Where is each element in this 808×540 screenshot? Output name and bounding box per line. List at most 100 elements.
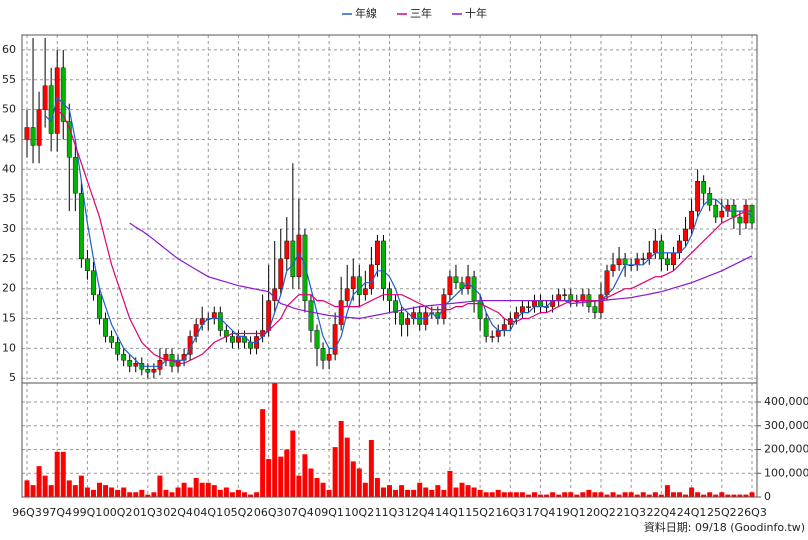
candle-body <box>48 85 54 134</box>
volume-bar <box>338 421 344 497</box>
volume-bar <box>127 492 133 497</box>
candle-body <box>520 306 525 313</box>
volume-bar <box>157 475 163 497</box>
volume-bar <box>447 470 453 497</box>
volume-bar <box>417 482 423 497</box>
volume-bar <box>544 494 550 497</box>
candle-body <box>284 240 290 260</box>
candle-body <box>399 312 404 325</box>
volume-bar <box>217 489 223 497</box>
candle-body <box>230 336 235 343</box>
candle-body <box>375 240 380 266</box>
volume-bar <box>556 494 562 497</box>
volume-bar <box>441 489 447 497</box>
candle-body <box>91 270 96 295</box>
candle-body <box>290 240 296 277</box>
candle-body <box>30 127 36 146</box>
candle-body <box>695 181 701 212</box>
volume-bar <box>211 485 217 497</box>
candle-body <box>447 276 453 295</box>
volume-bar <box>471 487 477 497</box>
x-tick-label: 00Q2 <box>103 506 133 519</box>
candle-body <box>701 181 707 194</box>
candle-body <box>121 354 127 361</box>
candle-body <box>453 276 459 283</box>
volume-bar <box>695 492 701 497</box>
candle-body <box>133 363 139 367</box>
volume-bar <box>278 456 284 497</box>
volume-bar <box>405 489 411 497</box>
volume-bar <box>435 485 441 497</box>
volume-bar <box>519 492 525 497</box>
volume-bar <box>66 480 72 497</box>
candle-body <box>72 157 78 194</box>
y-tick-label: 5 <box>9 371 16 384</box>
volume-bar <box>314 478 320 497</box>
volume-bar <box>260 409 266 497</box>
volume-bar <box>453 487 459 497</box>
volume-bar <box>48 485 54 497</box>
volume-bar <box>151 492 157 497</box>
x-tick-label: 96Q3 <box>12 506 42 519</box>
volume-bar <box>223 487 229 497</box>
volume-bar <box>115 489 121 497</box>
volume-bar <box>731 494 737 497</box>
volume-bar <box>254 492 260 497</box>
volume-bar <box>235 489 241 497</box>
y-tick-label: 50 <box>2 103 16 116</box>
candle-body <box>85 258 90 271</box>
volume-bar <box>646 494 652 497</box>
volume-bar <box>743 494 749 497</box>
candle-body <box>278 258 284 289</box>
volume-bar <box>580 492 586 497</box>
x-tick-label: 21Q3 <box>616 506 646 519</box>
volume-bar <box>175 487 181 497</box>
volume-bar <box>507 492 513 497</box>
candle-body <box>610 264 616 271</box>
volume-bar <box>525 494 531 497</box>
volume-bar <box>713 494 719 497</box>
candle-body <box>501 324 507 331</box>
candle-body <box>326 354 332 361</box>
plot-frame <box>21 34 758 498</box>
candle-body <box>115 342 121 355</box>
candle-body <box>60 67 66 122</box>
y-tick-label: 40 <box>2 162 16 175</box>
x-tick-label: 07Q4 <box>284 506 314 519</box>
volume-bar <box>628 492 634 497</box>
volume-bar <box>302 454 308 497</box>
candle-body <box>622 258 628 266</box>
volume-bar <box>622 492 628 497</box>
volume-bar <box>374 478 380 497</box>
volume-bar <box>550 492 556 497</box>
volume-bar <box>133 492 139 497</box>
x-tick-label: 11Q3 <box>375 506 405 519</box>
candle-body <box>652 240 658 254</box>
candle-body <box>66 121 72 158</box>
candle-body <box>393 300 398 313</box>
candle-body <box>248 342 253 349</box>
volume-bar <box>380 487 386 497</box>
x-tick-label: 17Q4 <box>526 506 556 519</box>
volume-bar <box>90 489 96 497</box>
volume-bar <box>199 482 205 497</box>
volume-bar <box>193 478 199 497</box>
volume-bar <box>689 487 695 497</box>
volume-bar <box>495 489 501 497</box>
candle-body <box>332 324 338 355</box>
y-tick-label: 30 <box>2 222 16 235</box>
volume-bar <box>562 492 568 497</box>
candle-body <box>568 294 574 301</box>
x-tick-label: 16Q3 <box>496 506 526 519</box>
candle-body <box>562 294 568 296</box>
candle-body <box>187 336 193 355</box>
ma-line <box>56 109 752 364</box>
candle-body <box>308 300 314 331</box>
candle-body <box>658 240 664 260</box>
volume-bar <box>296 475 302 497</box>
candle-body <box>54 67 60 134</box>
volume-bar <box>387 485 392 497</box>
volume-bar <box>266 459 272 497</box>
volume-bar <box>272 383 278 497</box>
candle-body <box>350 276 356 289</box>
